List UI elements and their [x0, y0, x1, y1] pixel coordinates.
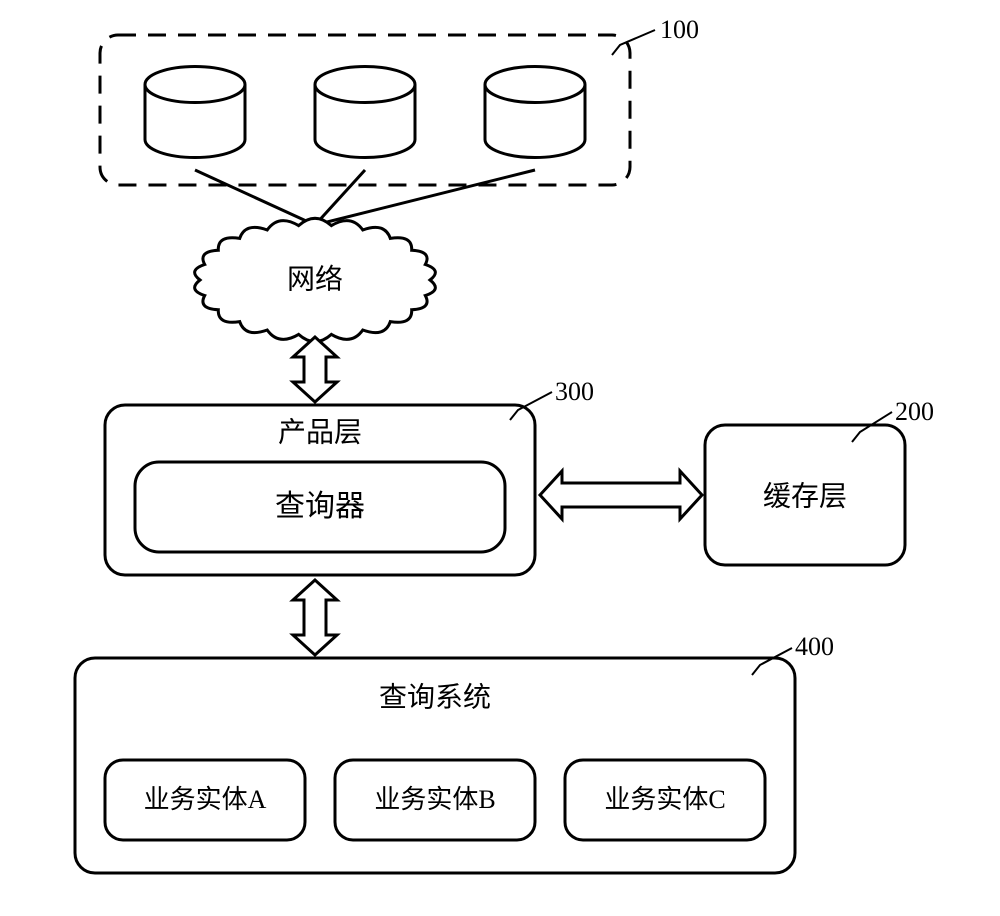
arrow-network-product	[293, 337, 337, 402]
db-link-1	[315, 170, 365, 225]
arrow-product-cache	[540, 471, 702, 519]
db-link-0	[195, 170, 315, 225]
ref-400: 400	[795, 632, 834, 661]
ref-leader	[852, 412, 892, 442]
db-cylinder-top-1	[315, 67, 415, 103]
cache-label: 缓存层	[763, 480, 847, 512]
entity-label-0: 业务实体A	[144, 785, 267, 814]
query-system-title: 查询系统	[379, 681, 491, 713]
query-engine-label: 查询器	[275, 490, 365, 523]
ref-100: 100	[660, 15, 699, 44]
product-title: 产品层	[278, 416, 362, 448]
entity-label-2: 业务实体C	[604, 785, 725, 814]
ref-200: 200	[895, 397, 934, 426]
db-cylinder-top-0	[145, 67, 245, 103]
ref-300: 300	[555, 377, 594, 406]
network-label: 网络	[287, 263, 343, 295]
entity-label-1: 业务实体B	[374, 785, 495, 814]
ref-leader	[612, 30, 655, 55]
db-link-2	[315, 170, 535, 225]
arrow-product-query	[293, 580, 337, 655]
db-cylinder-top-2	[485, 67, 585, 103]
